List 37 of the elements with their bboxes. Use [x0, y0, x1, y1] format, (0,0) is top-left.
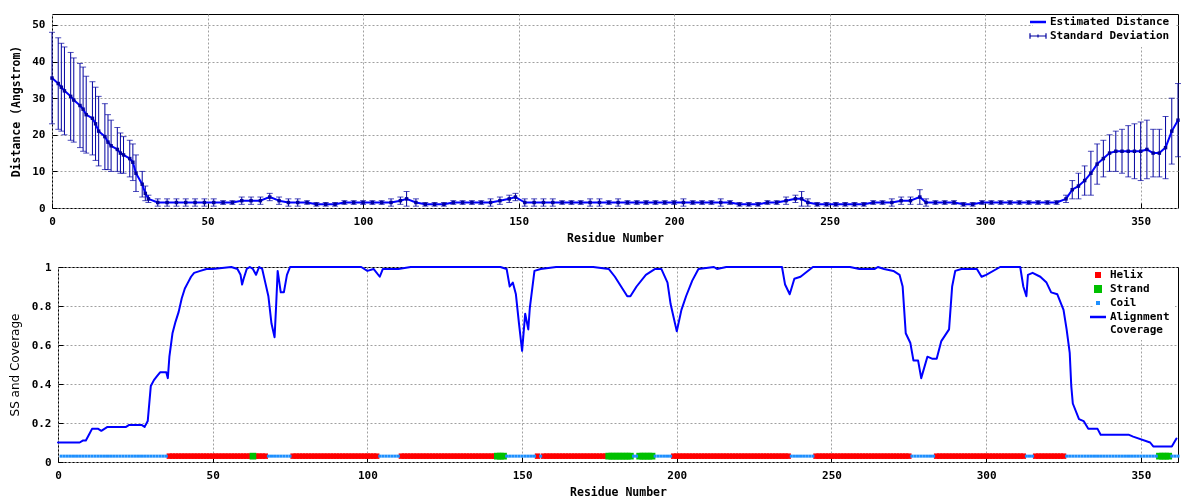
legend-label: Coil: [1110, 296, 1137, 309]
x-tick-label: 300: [976, 468, 997, 482]
x-tick-label: 200: [667, 468, 688, 482]
x-tick-label: 350: [1131, 468, 1152, 482]
x-tick-label: 150: [509, 214, 530, 228]
y-tick-label: 0.8: [31, 299, 52, 313]
x-tick-label: 150: [512, 468, 533, 482]
y-tick-label: 30: [32, 91, 46, 105]
legend-label: Estimated Distance: [1050, 15, 1170, 28]
x-tick-label: 100: [357, 468, 378, 482]
x-tick-label: 250: [820, 214, 841, 228]
legend-label: Strand: [1110, 282, 1150, 295]
x-tick-label: 300: [975, 214, 996, 228]
x-axis-title: Residue Number: [567, 230, 665, 245]
y-tick-label: 0.2: [31, 416, 52, 430]
y-tick-label: 10: [32, 164, 46, 178]
legend-label: Alignment Coverage: [1110, 310, 1170, 336]
y-axis-title: SS and Coverage: [7, 313, 22, 417]
x-tick-label: 50: [201, 214, 215, 228]
legend-label: Helix: [1110, 268, 1144, 281]
x-tick-label: 200: [664, 214, 685, 228]
y-tick-label: 0.6: [31, 338, 52, 352]
x-tick-label: 100: [353, 214, 374, 228]
y-tick-label: 0: [44, 455, 52, 469]
x-tick-label: 250: [822, 468, 842, 482]
y-tick-label: 0: [38, 201, 46, 215]
x-axis-title: Residue Number: [570, 484, 668, 499]
y-axis-title: Distance (Angstrom): [9, 45, 24, 178]
x-tick-label: 0: [55, 468, 62, 482]
x-tick-label: 50: [206, 468, 220, 482]
x-tick-label: 350: [1131, 214, 1152, 228]
y-tick-label: 1: [44, 260, 52, 274]
y-tick-label: 40: [32, 55, 46, 69]
legend-label: Standard Deviation: [1050, 29, 1170, 42]
y-tick-label: 0.4: [31, 377, 52, 391]
y-tick-label: 50: [32, 18, 46, 32]
y-tick-label: 20: [32, 128, 46, 142]
